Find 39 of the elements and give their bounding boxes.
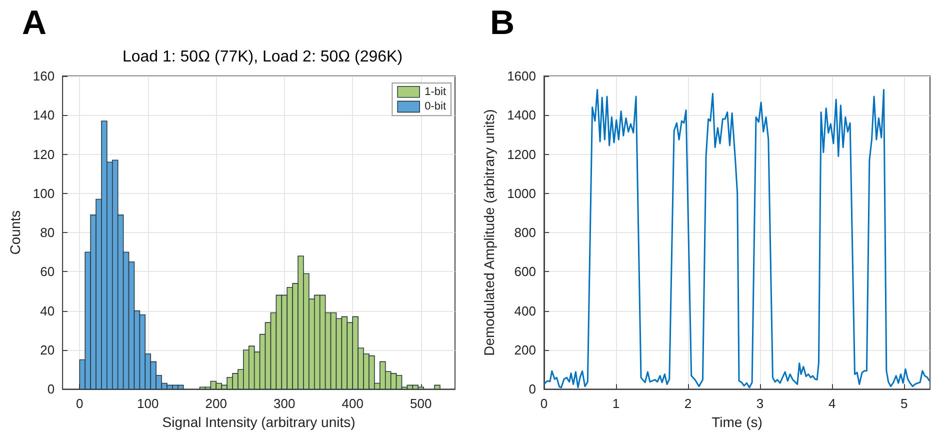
- x-tick-label: 5: [900, 396, 908, 412]
- text: B: [490, 4, 515, 42]
- y-tick-label: 100: [32, 186, 55, 201]
- x-tick-label: 0: [540, 396, 548, 412]
- y-tick-label: 40: [40, 303, 55, 318]
- y-tick-label: 120: [32, 146, 55, 162]
- x-tick-label: 2: [684, 396, 692, 412]
- y-tick-label: 800: [514, 225, 536, 240]
- y-tick-label: 140: [32, 108, 55, 123]
- x-tick-label: 500: [410, 396, 432, 412]
- x-axis-title: Signal Intensity (arbitrary units): [162, 414, 356, 430]
- y-tick-label: 1400: [507, 108, 536, 123]
- x-tick-label: 400: [342, 396, 364, 412]
- legend-label: 1-bit: [424, 86, 446, 98]
- y-axis-title: Counts: [7, 210, 23, 255]
- y-tick-label: 1600: [507, 68, 536, 84]
- y-tick-label: 160: [32, 68, 55, 84]
- y-tick-label: 0: [47, 382, 55, 397]
- legend-label: 0-bit: [424, 100, 446, 113]
- y-tick-label: 80: [40, 225, 55, 240]
- x-tick-label: 300: [274, 396, 296, 412]
- x-tick-label: 0: [76, 396, 84, 412]
- y-tick-label: 0: [528, 382, 536, 397]
- y-tick-label: 60: [40, 264, 55, 280]
- y-tick-label: 400: [514, 303, 536, 318]
- chart-title: Load 1: 50Ω (77K), Load 2: 50Ω (296K): [122, 48, 403, 66]
- x-tick-label: 200: [205, 396, 227, 412]
- x-axis-title: Time (s): [712, 414, 762, 430]
- x-tick-label: 100: [137, 396, 159, 412]
- text: A: [22, 4, 47, 42]
- y-tick-label: 600: [514, 264, 536, 280]
- x-tick-label: 4: [828, 396, 836, 412]
- x-tick-label: 1: [612, 396, 620, 412]
- y-tick-label: 200: [514, 342, 536, 358]
- x-tick-label: 3: [756, 396, 764, 412]
- y-axis-title: Demodulated Amplitude (arbitrary units): [481, 109, 498, 356]
- y-tick-label: 1000: [507, 186, 536, 201]
- y-tick-label: 20: [40, 342, 55, 358]
- y-tick-label: 1200: [507, 146, 536, 162]
